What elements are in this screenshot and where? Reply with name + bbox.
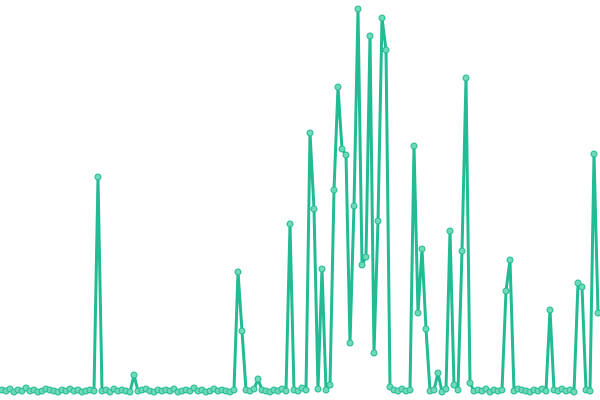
marker [498,386,506,394]
marker [458,247,466,255]
marker [570,388,578,396]
marker [250,385,258,393]
marker [126,388,134,396]
marker [358,261,366,269]
marker [430,386,438,394]
marker [254,375,262,383]
marker [542,387,550,395]
marker [322,386,330,394]
marker [382,46,390,54]
marker [330,186,338,194]
marker [590,150,598,158]
marker [338,145,346,153]
marker [446,227,454,235]
marker [314,385,322,393]
marker [318,265,326,273]
marker [302,386,310,394]
marker [418,245,426,253]
marker [306,129,314,137]
marker [594,309,600,317]
marker [354,5,362,13]
marker [578,283,586,291]
marker [414,309,422,317]
marker [230,386,238,394]
marker [370,349,378,357]
marker [310,205,318,213]
marker [350,202,358,210]
marker [130,371,138,379]
marker [362,253,370,261]
marker [422,325,430,333]
marker [342,151,350,159]
marker [374,217,382,225]
marker [282,387,290,395]
marker [466,379,474,387]
marker [434,369,442,377]
marker [574,279,582,287]
marker [378,14,386,22]
marker [462,74,470,82]
marker [334,83,342,91]
marker [286,220,294,228]
marker [366,32,374,40]
marker [502,287,510,295]
marker [442,385,450,393]
marker [90,387,98,395]
marker [454,386,462,394]
line [1,7,600,394]
marker [410,142,418,150]
marker [234,268,242,276]
marker [326,381,334,389]
marker [506,256,514,264]
marker [238,327,246,335]
marker [346,339,354,347]
marker [94,173,102,181]
marker [586,387,594,395]
marker [450,381,458,389]
marker [406,386,414,394]
marker [546,306,554,314]
